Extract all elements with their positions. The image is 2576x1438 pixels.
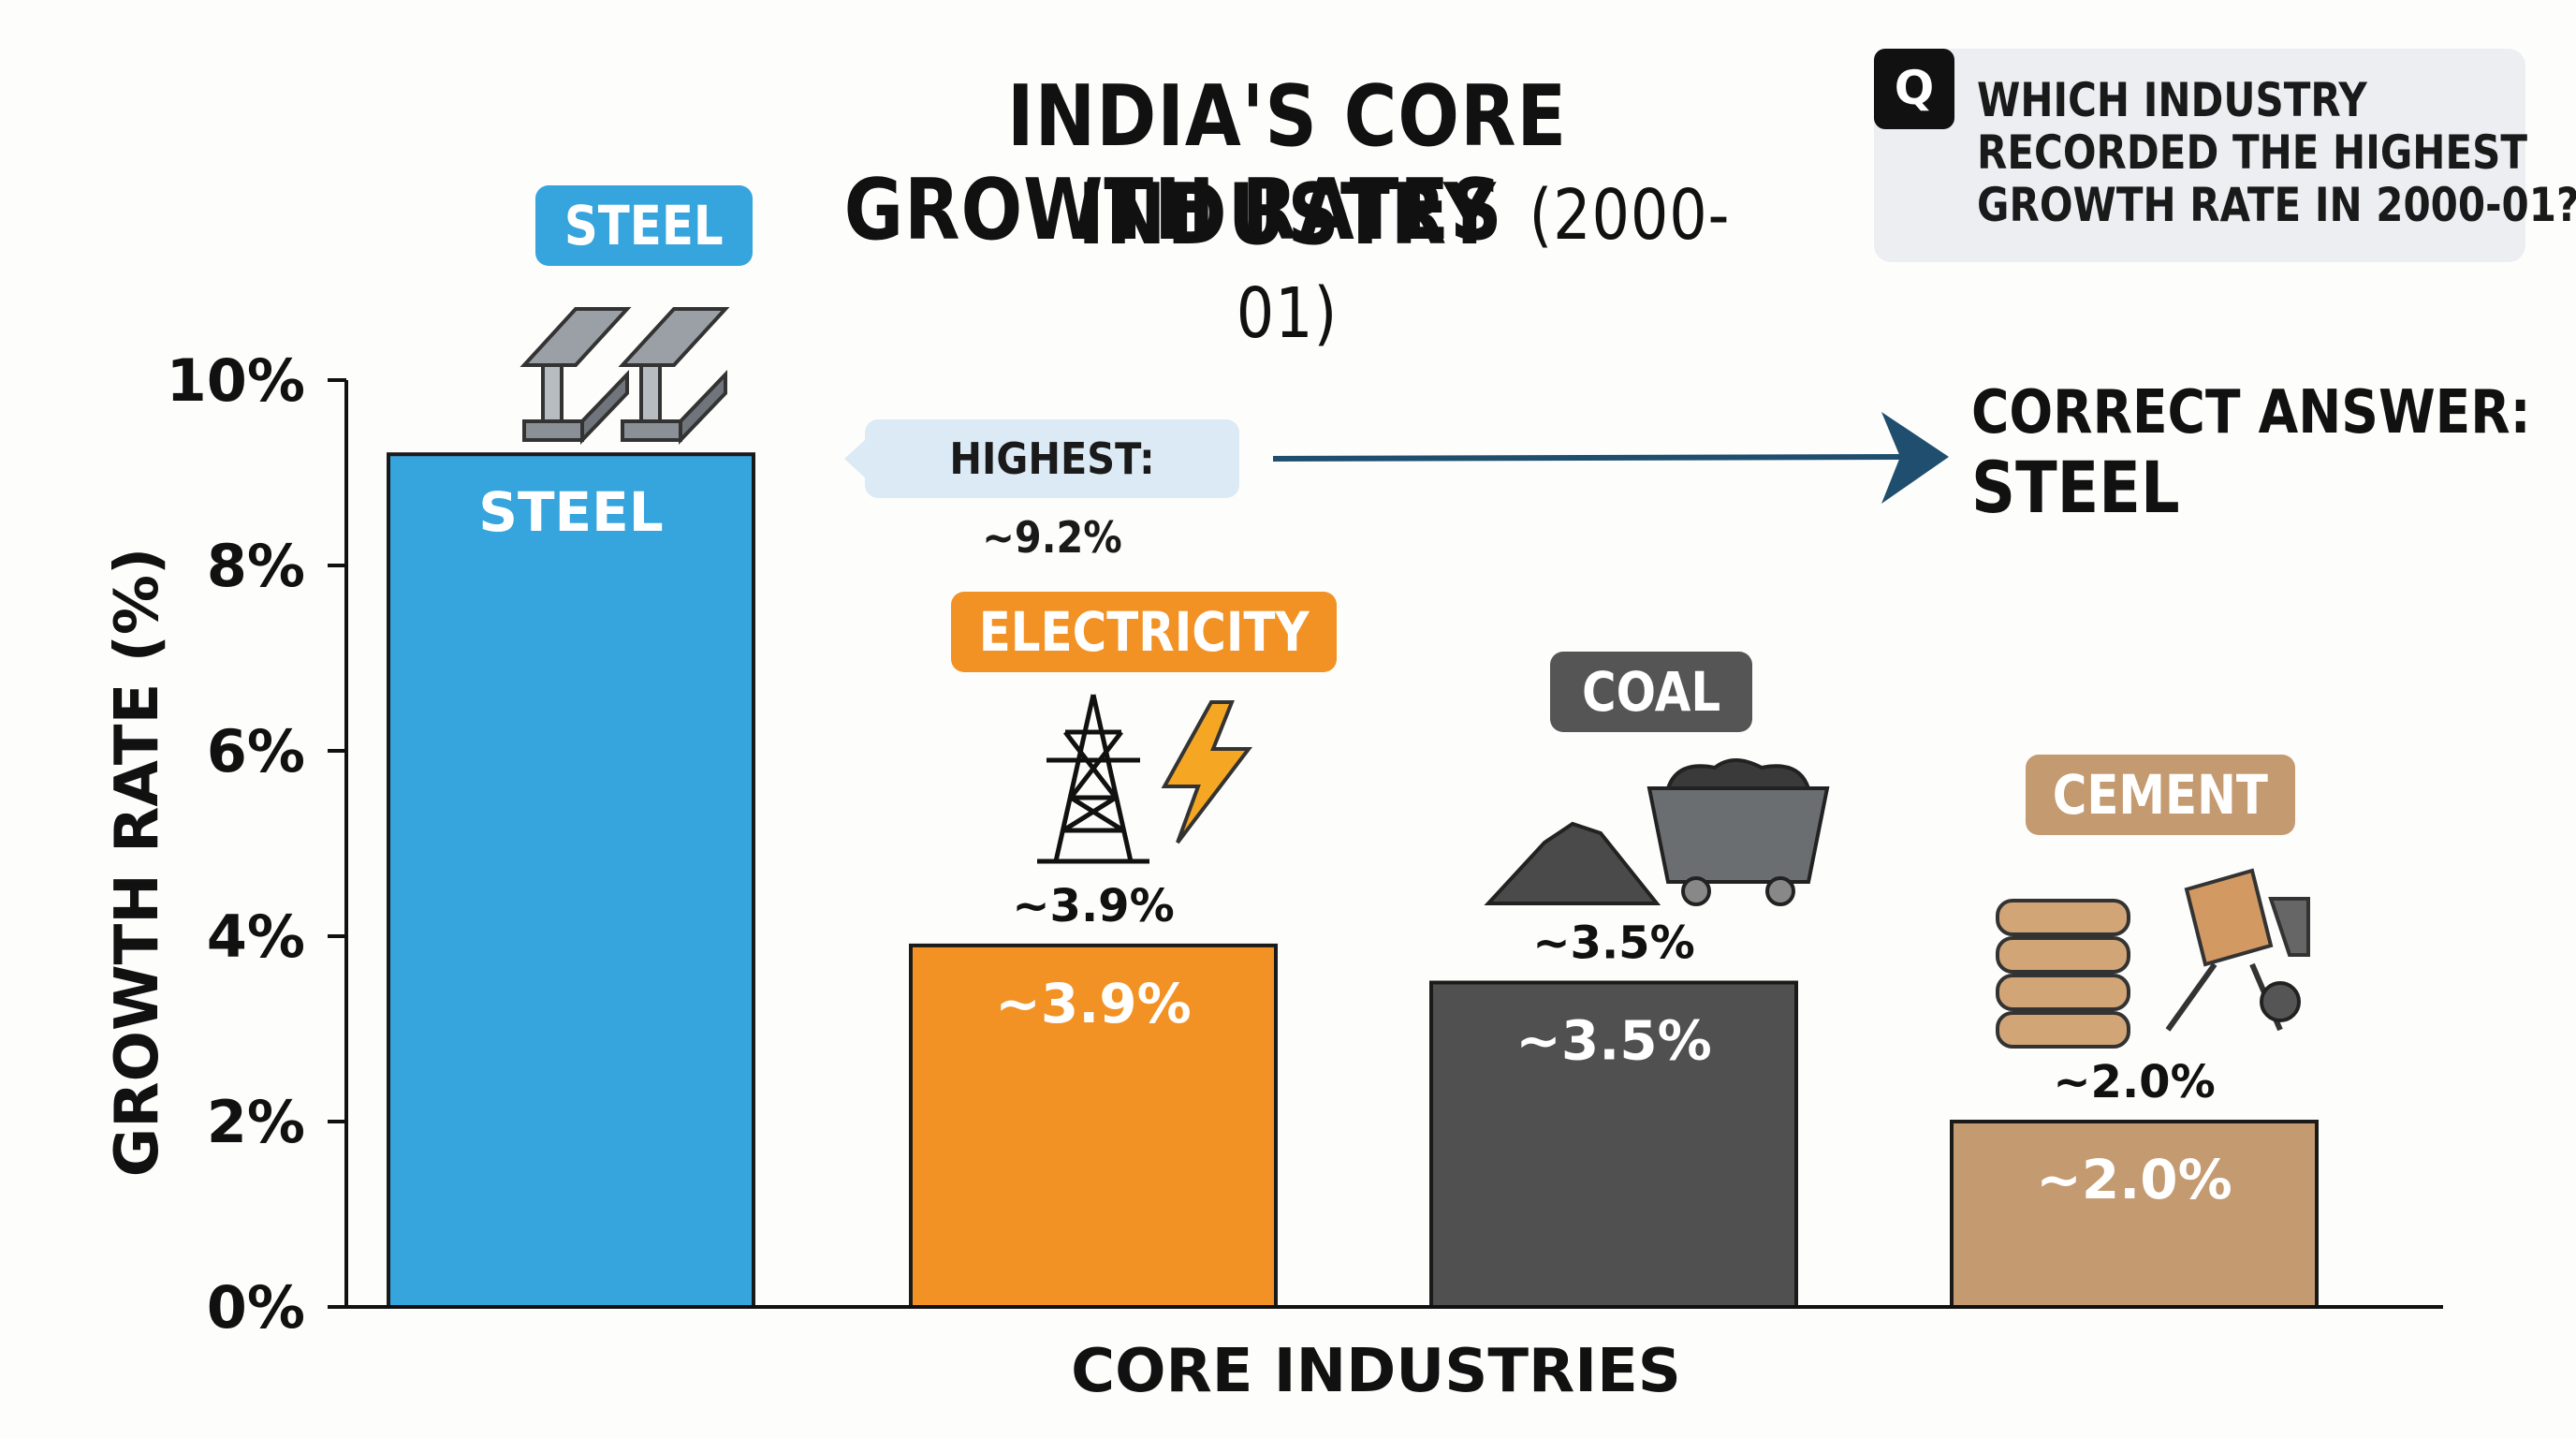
beam-flange-top: [520, 307, 632, 367]
cement-bags-icon: [1996, 899, 2130, 1049]
answer-arrow-head: [1881, 412, 1949, 504]
icons-layer: [520, 307, 2310, 1049]
bar-inside-label: ~3.9%: [995, 972, 1191, 1035]
highest-callout: HIGHEST: ~9.2%: [844, 419, 1239, 563]
bolt-shape: [1161, 700, 1253, 844]
labels-layer: STEEL ~3.9% ~3.9% ~3.5% ~3.5% ~2.0% ~2.0%: [478, 480, 2232, 1211]
category-pill-label: COAL: [1581, 660, 1721, 724]
bar-inside-label: ~2.0%: [2036, 1148, 2232, 1211]
bar-value-label: ~3.9%: [1012, 880, 1174, 932]
x-axis-title: CORE INDUSTRIES: [1071, 1337, 1681, 1406]
tower-frame: [1037, 694, 1149, 864]
category-pill-cement: CEMENT: [2026, 755, 2295, 835]
category-pill-label: STEEL: [564, 194, 724, 257]
y-tick-label: 0%: [207, 1273, 305, 1342]
chart-subtitle: GROWTH RATES (2000-01): [825, 161, 1750, 358]
bar-inside-label: STEEL: [478, 480, 664, 544]
mixer-motor: [2268, 897, 2310, 957]
power-tower-icon: [1037, 694, 1149, 864]
beam-side: [580, 370, 629, 445]
question-badge: Q: [1874, 49, 1954, 129]
cart-wheel: [1681, 876, 1711, 906]
question-box: Q WHICH INDUSTRY RECORDED THE HIGHEST GR…: [1874, 49, 2576, 262]
category-pill-label: ELECTRICITY: [978, 600, 1310, 664]
y-tick-label: 6%: [207, 717, 305, 785]
lightning-bolt-icon: [1161, 700, 1253, 844]
answer-arrow-line: [1272, 454, 1901, 462]
mixer-wheel: [2260, 981, 2301, 1022]
chart-title: INDIA'S CORE INDUSTRY: [1006, 67, 1568, 264]
question-line-3: GROWTH RATE IN 2000-01?: [1977, 178, 2576, 232]
y-axis-title: GROWTH RATE (%): [103, 548, 172, 1177]
category-pill-electricity: ELECTRICITY: [951, 592, 1337, 672]
cement-bag: [1996, 899, 2130, 936]
question-line-2: RECORDED THE HIGHEST: [1977, 125, 2528, 180]
coal-pile-icon: [1484, 821, 1661, 905]
axes-layer: 0% 2% 4% 6% 8% 10% GROWTH RATE (%) CORE INDUSTR…: [103, 346, 2443, 1406]
cart-body: [1647, 786, 1830, 884]
answer-label: CORRECT ANSWER:: [1971, 378, 2531, 448]
mixer-drum: [2184, 868, 2274, 967]
category-pill-label: CEMENT: [2052, 763, 2269, 827]
bars-layer: [387, 452, 2319, 1310]
beam-web: [639, 363, 662, 423]
bar-value-label: ~3.5%: [1532, 917, 1694, 970]
bar-value-label: ~2.0%: [2053, 1056, 2215, 1108]
beam-flange-bottom: [522, 419, 584, 442]
bar-inside-label: ~3.5%: [1515, 1009, 1711, 1073]
cart-wheel: [1765, 876, 1795, 906]
category-pill-steel: STEEL: [535, 185, 753, 266]
highest-callout-text: HIGHEST: ~9.2%: [949, 433, 1155, 563]
steel-beams-icon: [520, 307, 730, 445]
y-tick-label: 4%: [207, 902, 305, 971]
title-year: (2000-01): [1236, 175, 1731, 354]
cement-bag: [1996, 1011, 2130, 1049]
cement-bag: [1996, 974, 2130, 1011]
answer-value: STEEL: [1971, 446, 2180, 529]
y-tick-label: 8%: [207, 532, 305, 600]
beam-web: [541, 363, 564, 423]
cement-bag: [1996, 936, 2130, 974]
title-main: GROWTH RATES: [843, 161, 1503, 259]
cement-mixer-icon: [2165, 868, 2310, 1032]
beam-flange-top: [618, 307, 730, 367]
category-pill-coal: COAL: [1550, 652, 1752, 732]
bar-coal: [1429, 980, 1798, 1309]
beam-side: [679, 370, 727, 445]
coal-cart-icon: [1647, 758, 1830, 906]
mixer-leg: [2165, 962, 2217, 1032]
beam-flange-bottom: [621, 419, 682, 442]
bar-steel: [387, 452, 755, 1309]
y-tick-label: 10%: [167, 346, 305, 415]
coal-load: [1665, 758, 1811, 790]
coal-pile-shape: [1484, 821, 1661, 905]
question-line-1: WHICH INDUSTRY: [1977, 73, 2367, 127]
y-tick-label: 2%: [207, 1088, 305, 1156]
